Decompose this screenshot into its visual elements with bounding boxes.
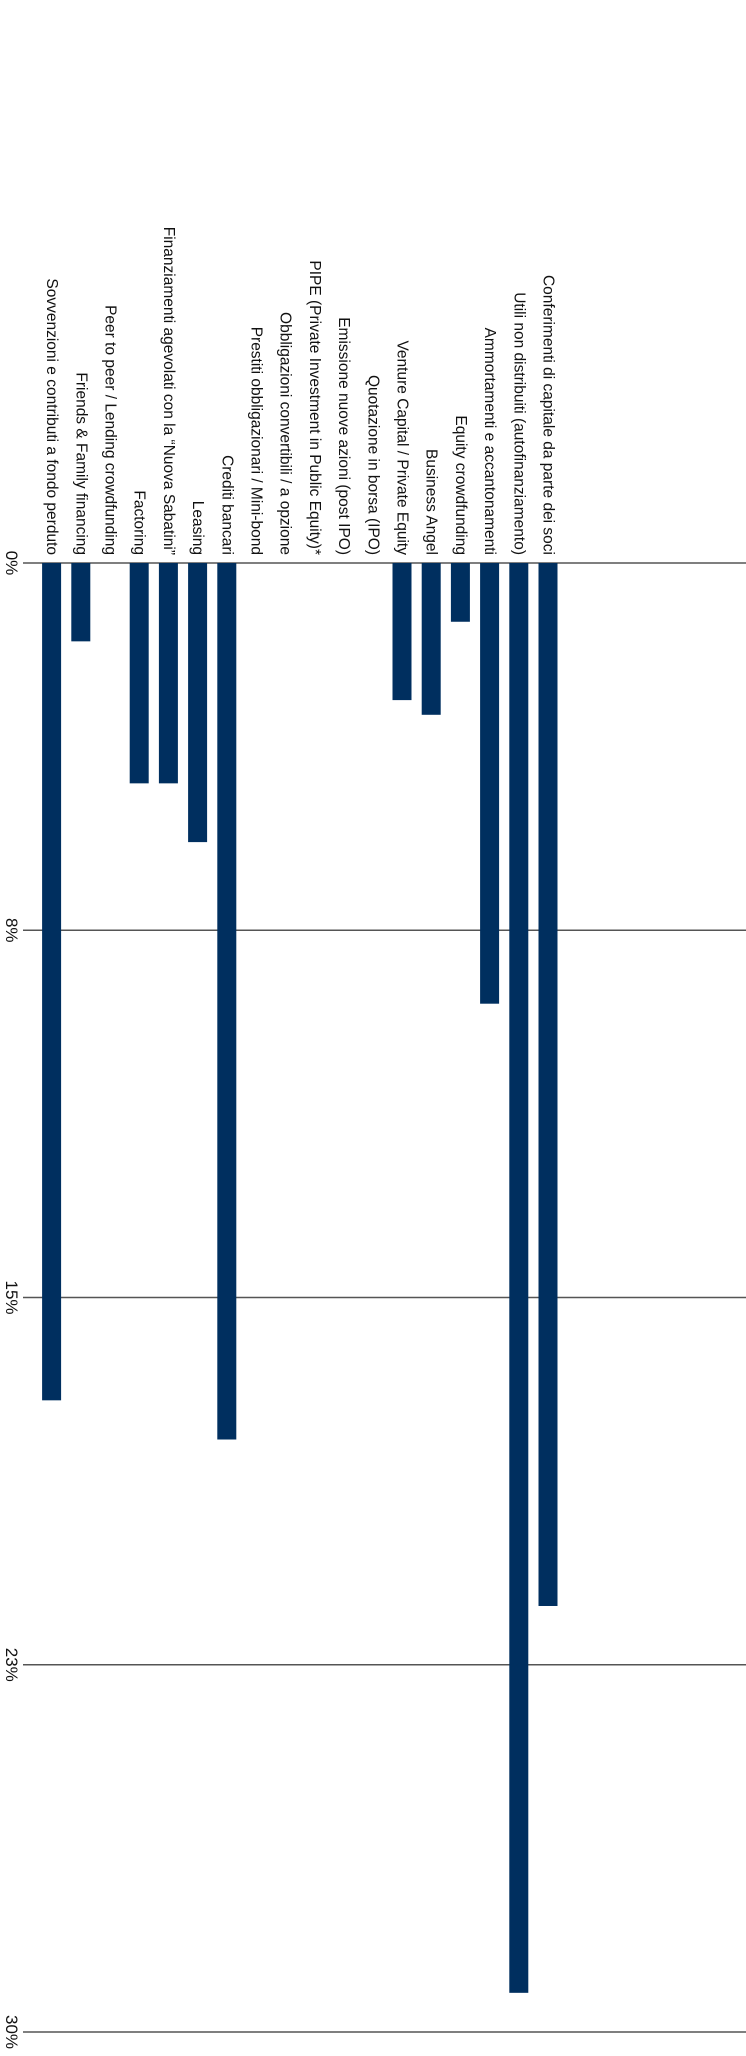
category-label: Equity crowdfunding [452, 415, 469, 555]
category-label: Peer to peer / Lending crowdfunding [102, 305, 119, 555]
category-label: Finanziamenti agevolati con la “Nuova Sa… [160, 227, 177, 555]
bar [509, 563, 529, 1993]
y-tick-label: 8% [2, 918, 21, 943]
bar [217, 563, 237, 1440]
category-label: Emissione nuove azioni (post IPO) [335, 317, 352, 555]
category-label: Leasing [189, 501, 206, 555]
category-label: Conferimenti di capitale da parte dei so… [540, 275, 557, 555]
category-label: Business Angel [423, 449, 440, 555]
category-label: Utili non distribuiti (autofinanziamento… [510, 292, 527, 555]
bar [538, 563, 558, 1606]
category-label: Sovvenzioni e contributi a fondo perduto [43, 278, 60, 555]
category-label: Venture Capital / Private Equity [394, 340, 411, 555]
y-tick-label: 23% [2, 1648, 21, 1682]
bar [480, 563, 500, 1004]
category-label: Obbligazioni convertibili / a opzione [277, 312, 294, 555]
category-label: Crediti bancari [218, 455, 235, 555]
bar [71, 563, 91, 642]
bar [42, 563, 62, 1401]
bar [421, 563, 441, 715]
category-label: Quotazione in borsa (IPO) [364, 375, 381, 555]
y-tick-label: 15% [2, 1280, 21, 1314]
y-tick-label: 30% [2, 2015, 21, 2049]
category-label: Prestiti obbligazionari / Mini-bond [248, 327, 265, 555]
grid-lines [23, 562, 746, 2033]
category-label: PIPE (Private Investment in Public Equit… [306, 260, 323, 555]
category-labels: Conferimenti di capitale da parte dei so… [43, 227, 556, 556]
y-tick-label: 0% [2, 551, 21, 576]
bar [158, 563, 178, 784]
bars [42, 563, 558, 1993]
category-label: Factoring [131, 490, 148, 555]
bar [392, 563, 412, 701]
bar [129, 563, 149, 784]
category-label: Friends & Family financing [72, 372, 89, 555]
tick-labels: 0% 8% 15% 23% 30% [2, 551, 21, 2049]
bar [188, 563, 208, 843]
category-label: Ammortamenti e accantonamenti [481, 328, 498, 555]
bar [450, 563, 470, 622]
